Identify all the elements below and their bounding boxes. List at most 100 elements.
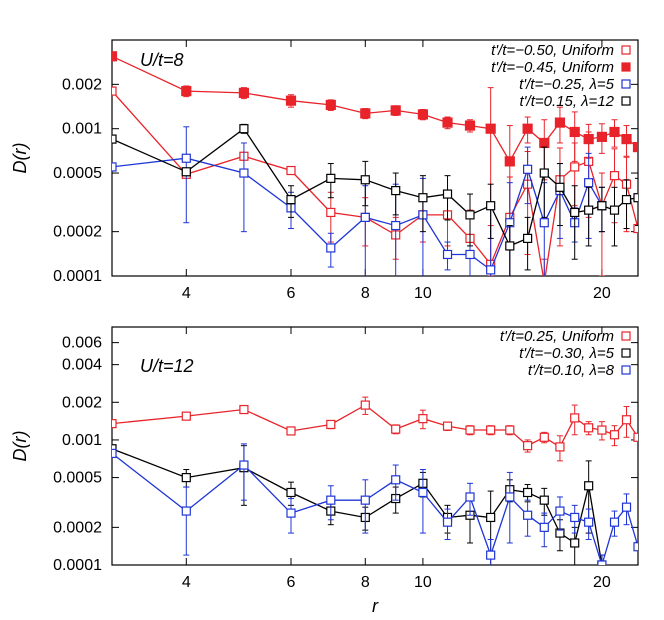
data-point [112, 162, 117, 172]
data-point [523, 510, 533, 520]
data-point [584, 481, 594, 491]
data-point [465, 492, 475, 502]
x-tick-label: 8 [361, 285, 370, 302]
y-tick-label: 0.0001 [53, 557, 102, 574]
data-point [539, 432, 549, 442]
data-point [570, 207, 580, 218]
data-point [360, 495, 370, 505]
x-tick-label: 8 [361, 574, 370, 591]
legend-marker [621, 365, 631, 375]
data-point [112, 51, 118, 62]
data-point [584, 423, 594, 433]
legend-label: t'/t=−0.50, Uniform [491, 42, 614, 59]
data-point [239, 460, 249, 470]
data-point [621, 133, 632, 145]
data-point [621, 415, 632, 425]
bottom-panel-label: U/t=12 [140, 356, 194, 376]
series-line [112, 404, 638, 448]
data-point [539, 522, 549, 532]
data-point [286, 508, 296, 518]
data-point [609, 205, 620, 215]
data-point [539, 137, 550, 149]
data-point [360, 108, 371, 119]
y-tick-label: 0.006 [62, 335, 102, 352]
data-point [442, 517, 453, 527]
data-point [239, 124, 249, 134]
legend-marker [621, 45, 631, 55]
data-point [418, 414, 428, 424]
data-point [326, 173, 336, 183]
data-point [112, 448, 117, 459]
legend-label: t'/t=−0.25, λ=5 [519, 76, 615, 93]
data-point [633, 193, 638, 203]
data-point [633, 432, 638, 442]
legend-marker [621, 62, 631, 72]
series-line [112, 157, 603, 271]
data-point [632, 141, 638, 153]
data-point [596, 131, 608, 142]
data-point [597, 201, 607, 211]
data-point [360, 400, 370, 410]
data-point [418, 487, 428, 498]
data-point [609, 126, 620, 138]
data-point [609, 517, 620, 527]
y-tick-label: 0.001 [62, 121, 102, 138]
data-point [523, 164, 533, 174]
data-point [486, 425, 496, 435]
legend-label: t'/t=0.10, λ=8 [528, 362, 615, 379]
data-point [539, 218, 549, 228]
data-point [522, 123, 533, 134]
data-point [326, 419, 336, 430]
y-tick-label: 0.0001 [53, 268, 102, 285]
data-point [286, 165, 296, 176]
data-point [465, 249, 475, 260]
data-point [540, 279, 548, 287]
data-point [584, 178, 594, 188]
data-point [609, 430, 620, 440]
data-point [442, 117, 453, 128]
data-point [464, 120, 476, 131]
data-point [360, 212, 370, 222]
data-point [621, 195, 632, 205]
data-point [486, 512, 496, 523]
legend-marker [621, 348, 631, 358]
data-point [326, 495, 336, 505]
data-point [523, 441, 533, 451]
data-point [442, 421, 453, 431]
data-point [486, 265, 496, 275]
series-4 [112, 123, 638, 276]
data-point [181, 153, 191, 163]
data-point [633, 542, 638, 552]
y-tick-label: 0.0005 [53, 165, 102, 182]
data-point [181, 411, 191, 421]
data-point [584, 205, 594, 215]
data-point [326, 243, 336, 253]
legend-marker [621, 96, 631, 106]
data-point [417, 109, 429, 120]
data-point [181, 506, 191, 516]
data-point [181, 472, 191, 483]
data-point [539, 168, 549, 178]
data-point [569, 126, 580, 138]
legend-label: t'/t=0.15, λ=12 [520, 93, 615, 110]
data-point [486, 201, 496, 211]
data-point [391, 220, 401, 231]
x-tick-label: 20 [593, 574, 611, 591]
top-plot-area [112, 51, 638, 287]
data-point [238, 87, 250, 98]
data-point [181, 167, 191, 177]
top-y-axis-title: D(r) [10, 143, 30, 174]
data-point [555, 182, 565, 192]
data-point [285, 95, 297, 106]
top-panel: U/t=8 D(r) 0.0001 0.0002 0.0005 0.001 0.002 4… [10, 39, 639, 302]
data-point [523, 233, 533, 243]
data-point [505, 492, 515, 502]
data-point [570, 162, 580, 172]
data-point [583, 133, 594, 145]
legend-label: t'/t=−0.30, λ=5 [519, 345, 615, 362]
data-point [239, 404, 249, 415]
x-tick-label: 6 [287, 285, 296, 302]
data-point [504, 156, 515, 167]
